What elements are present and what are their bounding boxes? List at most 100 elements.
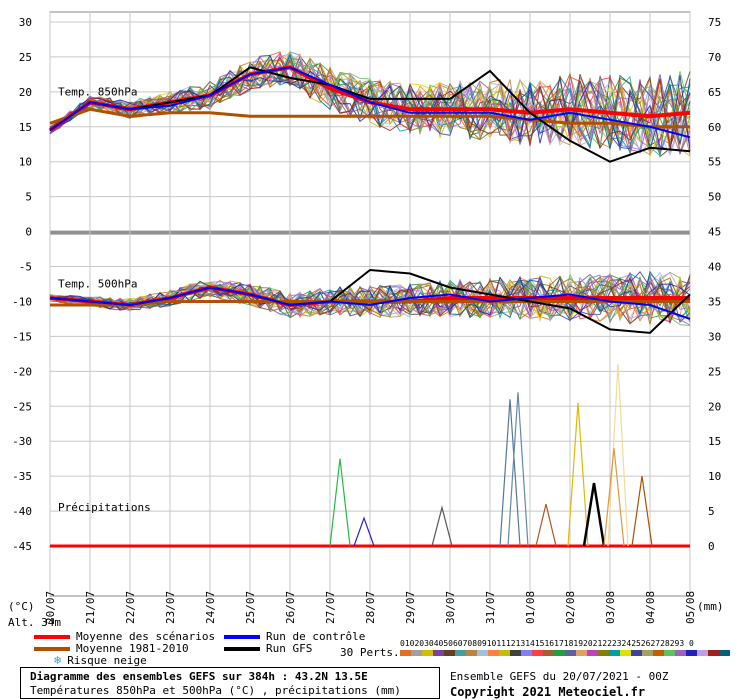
legend-item-gfs: Run GFS: [224, 642, 312, 655]
y-right-tick-label: 70: [708, 51, 721, 64]
y-right-tick-label: 15: [708, 435, 721, 448]
y-left-tick-label: -25: [12, 400, 32, 413]
panel-label: Temp. 850hPa: [58, 85, 137, 98]
right-axis-unit: (mm): [697, 600, 724, 613]
x-tick-label: 27/07: [324, 591, 337, 624]
precip-spike: [631, 476, 653, 547]
precip-spike: [607, 364, 629, 547]
panel-label: Précipitations: [58, 501, 151, 514]
series-line: [49, 107, 690, 129]
perturbation-swatch: [499, 650, 510, 656]
perturbation-swatch: [466, 650, 477, 656]
perturbation-swatch: [565, 650, 576, 656]
perturbation-swatch: [719, 650, 730, 656]
precip-spike: [329, 458, 351, 547]
chart-subtitle: Températures 850hPa et 500hPa (°C) , pré…: [30, 684, 401, 697]
perturbation-swatch: [554, 650, 565, 656]
y-left-tick-label: -20: [12, 365, 32, 378]
perturbation-swatch: [708, 650, 719, 656]
perturbation-swatch: [411, 650, 422, 656]
series-line: [49, 286, 691, 320]
ensemble-member-line: [49, 62, 691, 146]
perturbation-swatch: [400, 650, 411, 656]
y-left-tick-label: -45: [12, 540, 32, 553]
x-tick-label: 21/07: [84, 591, 97, 624]
perturbation-swatch: [422, 650, 433, 656]
y-left-tick-label: -30: [12, 435, 32, 448]
y-right-tick-label: 50: [708, 191, 721, 204]
y-left-tick-label: 0: [25, 226, 32, 239]
perturbation-swatch: [444, 650, 455, 656]
altitude-label: Alt. 34m: [8, 616, 61, 629]
precip-spike: [603, 448, 625, 547]
y-right-tick-label: 10: [708, 470, 721, 483]
x-tick-label: 23/07: [164, 591, 177, 624]
ensemble-info: Ensemble GEFS du 20/07/2021 - 00Z: [450, 670, 669, 683]
title-box: Diagramme des ensembles GEFS sur 384h : …: [20, 667, 440, 699]
y-left-tick-label: 15: [19, 121, 32, 134]
perturbation-swatch: [521, 650, 532, 656]
x-tick-label: 31/07: [484, 591, 497, 624]
precip-spike: [507, 392, 529, 547]
perturbation-swatch: [455, 650, 466, 656]
series-line: [49, 66, 691, 139]
y-right-tick-label: 75: [708, 16, 721, 29]
ensemble-member-line: [49, 56, 691, 150]
perturbation-swatch: [488, 650, 499, 656]
chart-title: Diagramme des ensembles GEFS sur 384h : …: [30, 670, 368, 683]
legend-label-snow: Risque neige: [67, 653, 147, 667]
perturbation-swatch: [543, 650, 554, 656]
series-line: [50, 300, 690, 307]
perturbation-swatch: [642, 650, 653, 656]
perturbation-swatch: [653, 650, 664, 656]
precip-spike: [431, 505, 453, 547]
perturbation-swatch: [576, 650, 587, 656]
y-left-tick-label: -15: [12, 330, 32, 343]
snowflake-icon: ❄: [54, 653, 62, 667]
x-tick-label: 02/08: [564, 591, 577, 624]
perturbation-swatch: [477, 650, 488, 656]
x-tick-label: 04/08: [644, 591, 657, 624]
x-tick-label: 03/08: [604, 591, 617, 624]
y-right-tick-label: 35: [708, 295, 721, 308]
x-tick-label: 30/07: [444, 591, 457, 624]
y-left-tick-label: -10: [12, 295, 32, 308]
legend-label-mean: Moyenne des scénarios: [76, 630, 216, 643]
perturbation-swatch: [675, 650, 686, 656]
perturbation-swatch: [631, 650, 642, 656]
perturbation-color-strip: [400, 650, 730, 656]
legend-label-control: Run de contrôle: [266, 630, 366, 643]
x-tick-label: 05/08: [684, 591, 697, 624]
legend-swatch-mean: [34, 634, 70, 639]
y-right-tick-label: 60: [708, 121, 721, 134]
legend-swatch-climate: [34, 646, 70, 651]
perturbation-numbers: 0102030405060708091011121314151617181920…: [400, 639, 694, 648]
perturbation-swatch: [433, 650, 444, 656]
series-line: [49, 66, 691, 163]
y-left-tick-label: -5: [19, 261, 32, 274]
left-axis-unit: (°C): [8, 600, 35, 613]
x-tick-label: 29/07: [404, 591, 417, 624]
y-right-tick-label: 20: [708, 400, 721, 413]
perturbation-swatch: [532, 650, 543, 656]
y-left-tick-label: 25: [19, 51, 32, 64]
panel-label: Temp. 500hPa: [58, 277, 137, 290]
y-left-tick-label: 5: [25, 191, 32, 204]
x-tick-label: 25/07: [244, 591, 257, 624]
perturbation-swatch: [620, 650, 631, 656]
y-left-tick-label: 30: [19, 16, 32, 29]
x-tick-label: 24/07: [204, 591, 217, 624]
y-left-tick-label: -40: [12, 505, 32, 518]
perturbation-swatch: [664, 650, 675, 656]
ensemble-member-line: [49, 59, 691, 156]
y-right-tick-label: 30: [708, 330, 721, 343]
precip-spike: [499, 399, 521, 547]
y-right-tick-label: 65: [708, 86, 721, 99]
perturbation-swatch: [609, 650, 620, 656]
legend-swatch-control: [224, 634, 260, 639]
precip-spike: [353, 516, 375, 547]
ensemble-member-line: [49, 270, 691, 318]
x-tick-label: 22/07: [124, 591, 137, 624]
perturbation-swatch: [598, 650, 609, 656]
